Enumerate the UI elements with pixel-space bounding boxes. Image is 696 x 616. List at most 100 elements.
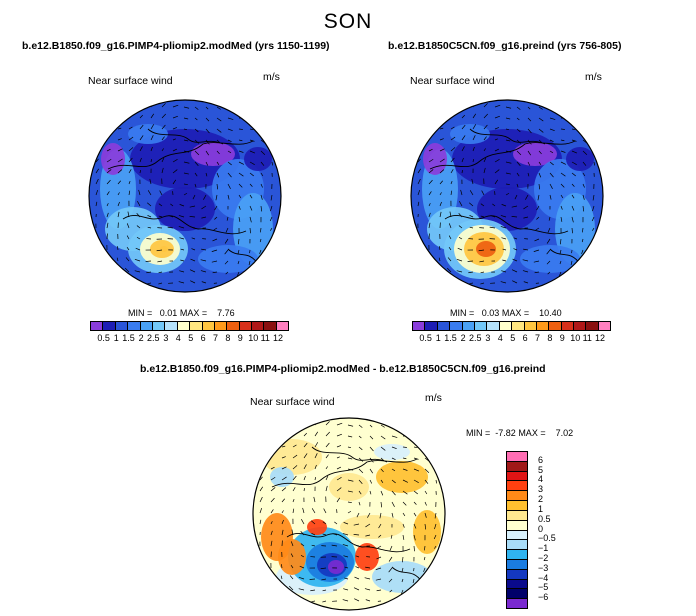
wind-vector [494,159,500,163]
wind-vector [417,158,421,163]
wind-vector [417,168,422,174]
wind-vector [216,161,220,166]
wind-vector [582,172,586,177]
wind-vector [259,519,262,525]
wind-vector [391,435,398,438]
wind-vector [136,225,141,229]
wind-vector [471,178,474,185]
left-wind-map [88,99,282,293]
wind-vector [150,124,155,130]
wind-vector [124,267,130,273]
right-colorbar-box [473,321,488,331]
wind-vector [428,148,433,152]
diff-colorbar-label: −0.5 [538,533,556,544]
wind-vector [322,533,327,536]
left-max-value: 7.76 [217,308,235,318]
wind-vector [270,476,276,481]
wind-vector [413,545,415,552]
wind-vector [270,205,273,212]
wind-vector [178,226,185,229]
wind-vector [480,271,485,274]
wind-vector [159,190,163,196]
wind-vector [527,150,532,156]
wind-vector [549,183,553,189]
wind-vector [237,238,240,245]
left-colorbar-box [275,321,290,331]
wind-vector [347,479,354,482]
wind-vector [469,190,474,196]
wind-vector [292,487,296,492]
wind-vector [172,169,178,174]
wind-vector [448,223,452,229]
wind-vector [183,150,190,153]
wind-vector [380,468,384,473]
wind-vector [292,508,295,514]
coastline [469,128,546,145]
wind-vector [376,556,382,560]
wind-vector [303,442,308,448]
wind-vector [344,566,349,569]
wind-vector [303,453,308,459]
wind-vector [549,117,556,120]
wind-vector [259,476,263,481]
wind-vector [468,202,474,207]
wind-vector [281,487,287,492]
wind-vector [205,117,210,122]
wind-vector [290,564,294,569]
wind-vector [325,466,328,470]
wind-vector [201,205,207,210]
wind-vector [428,222,431,229]
wind-vector [538,106,543,110]
right-colorbar-box [573,321,587,331]
wind-vector [227,117,234,120]
diff-colorbar-label: −4 [538,572,549,583]
wind-vector [139,146,143,152]
wind-vector [571,128,576,131]
wind-vector [537,194,540,201]
wind-vector [380,435,386,440]
wind-vector [391,446,397,450]
wind-vector [311,508,316,514]
wind-vector [549,194,552,200]
right-colorbar-box [585,321,599,331]
right-colorbar-labels: 0.5 1 1.5 2 2.5 3 4 5 6 7 8 9 10 11 12 [413,333,613,345]
wind-vector [489,226,496,229]
wind-vector [300,531,305,536]
wind-vector [343,588,349,591]
wind-vector [448,246,452,251]
wind-vector [157,260,163,263]
wind-vector [505,150,512,153]
wind-vector [413,457,419,460]
right-colorbar-label: 2.5 [469,333,482,343]
right-colorbar-label: 2 [460,333,466,343]
wind-vector [270,530,273,536]
wind-vector [582,150,588,156]
right-colorbar-box [436,321,451,331]
wind-speed-region [244,147,272,171]
wind-vector [538,139,543,144]
wind-vector [249,150,256,154]
wind-vector [128,157,133,163]
wind-vector [134,270,141,273]
wind-vector [560,205,563,210]
wind-vector [205,150,210,156]
wind-vector [205,161,209,166]
wind-vector [150,113,155,119]
wind-vector [516,161,521,166]
wind-vector [336,445,342,448]
wind-vector [146,271,152,274]
wind-vector [457,247,463,251]
wind-vector [311,532,316,536]
wind-vector [180,259,185,262]
wind-vector [505,183,510,186]
left-colorbar-label: 10 [248,333,259,343]
wind-vector [516,172,520,177]
wind-vector [428,212,431,218]
wind-vector [249,139,255,142]
right-colorbar-box [424,321,438,331]
right-colorbar-label: 0.5 [419,333,432,343]
wind-vector [413,534,416,541]
wind-vector [365,523,371,528]
wind-vector [189,269,196,273]
wind-vector [413,446,418,449]
